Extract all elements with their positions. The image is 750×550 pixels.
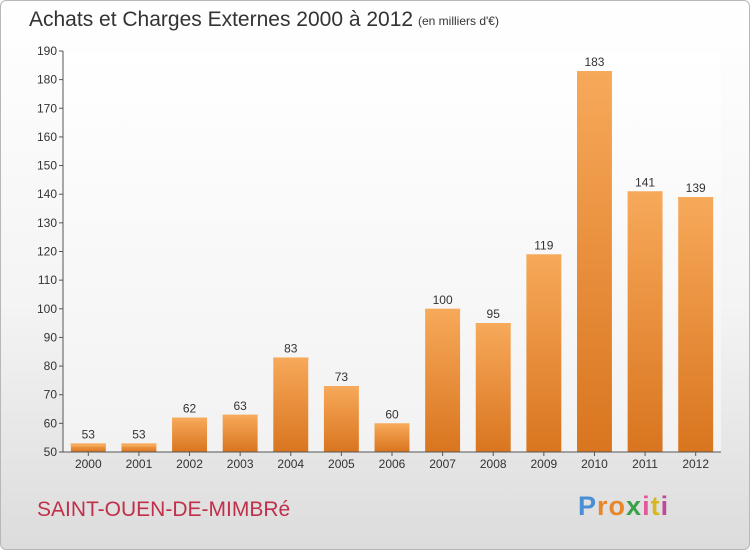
bar — [323, 386, 359, 452]
chart-title: Achats et Charges Externes 2000 à 2012 — [29, 8, 414, 31]
y-tick-label: 140 — [37, 187, 57, 201]
x-axis: 2000 2001 2002 2003 2004 2005 2006 2007 2008 2009… — [63, 451, 721, 471]
y-axis: 50 60 70 80 90 100 110 120 130 140 150 160 170 180 190 — [37, 44, 64, 459]
x-tick-label: 2012 — [682, 457, 709, 471]
data-label: 53 — [132, 427, 146, 441]
bar-top — [172, 417, 208, 421]
x-tick-label: 2008 — [480, 457, 507, 471]
data-label: 119 — [534, 238, 553, 252]
y-tick-label: 180 — [37, 73, 57, 87]
y-tick-label: 80 — [44, 359, 58, 373]
bar-top — [475, 323, 511, 327]
x-tick-label: 2006 — [379, 457, 406, 471]
y-tick-label: 50 — [44, 445, 58, 459]
bar-top — [374, 423, 410, 427]
x-tick-label: 2003 — [227, 457, 254, 471]
bar — [526, 254, 562, 452]
logo-letter: o — [608, 491, 627, 521]
bar-top — [222, 414, 258, 418]
bar — [222, 414, 258, 452]
bar-top — [121, 443, 157, 447]
y-tick-label: 170 — [37, 101, 57, 115]
data-label: 53 — [82, 427, 96, 441]
y-tick-label: 190 — [37, 44, 57, 58]
bar-top — [70, 443, 106, 447]
bar-top — [425, 308, 461, 312]
y-tick-label: 110 — [38, 273, 57, 287]
data-label: 83 — [284, 341, 298, 355]
bar — [70, 443, 106, 452]
bar — [425, 308, 461, 452]
x-tick-label: 2000 — [75, 457, 102, 471]
bars: 53 53 62 63 83 73 60 100 95 119 183 141 139 — [70, 55, 714, 453]
bar — [273, 357, 309, 452]
x-tick-label: 2009 — [530, 457, 557, 471]
y-tick-label: 90 — [44, 330, 58, 344]
logo-letter: i — [660, 491, 670, 521]
commune-name: SAINT-OUEN-DE-MIMBRé — [37, 498, 291, 521]
logo-letter: P — [578, 491, 598, 521]
x-tick-label: 2011 — [632, 457, 658, 471]
bar-top — [627, 191, 663, 195]
chart-subtitle: (en milliers d'€) — [418, 14, 499, 28]
y-tick-label: 150 — [37, 159, 57, 173]
x-tick-label: 2001 — [126, 457, 153, 471]
bar-top — [323, 386, 359, 390]
bar-top — [576, 71, 612, 75]
logo-letter: i — [642, 491, 651, 521]
bar — [678, 197, 714, 452]
x-tick-label: 2007 — [429, 457, 456, 471]
y-tick-label: 160 — [37, 130, 57, 144]
y-tick-label: 70 — [44, 388, 58, 402]
bar-top — [526, 254, 562, 258]
x-tick-label: 2010 — [581, 457, 608, 471]
logo-letter: x — [626, 491, 643, 521]
plot-area — [63, 51, 721, 452]
data-label: 62 — [183, 402, 197, 416]
data-label: 95 — [487, 307, 501, 321]
data-label: 63 — [233, 399, 247, 413]
bar — [172, 417, 208, 452]
data-label: 60 — [385, 407, 399, 421]
bar-top — [273, 357, 309, 361]
logo-letter: t — [650, 491, 661, 521]
proxiti-logo: Proxiti — [578, 491, 669, 522]
bar — [374, 423, 410, 452]
data-label: 139 — [686, 181, 706, 195]
x-tick-label: 2005 — [328, 457, 355, 471]
y-tick-label: 120 — [37, 245, 57, 259]
y-tick-label: 100 — [37, 302, 57, 316]
y-tick-label: 130 — [37, 216, 57, 230]
bar — [475, 323, 511, 452]
bar-top — [678, 197, 714, 201]
y-tick-label: 60 — [44, 416, 58, 430]
bar — [627, 191, 663, 452]
data-label: 183 — [584, 55, 604, 69]
x-tick-label: 2004 — [277, 457, 304, 471]
data-label: 100 — [433, 293, 453, 307]
plot-background — [63, 51, 721, 452]
bar — [121, 443, 157, 452]
x-tick-label: 2002 — [176, 457, 203, 471]
data-label: 73 — [335, 370, 349, 384]
logo-letter: r — [597, 491, 609, 521]
bar — [576, 71, 612, 453]
data-label: 141 — [635, 175, 655, 189]
